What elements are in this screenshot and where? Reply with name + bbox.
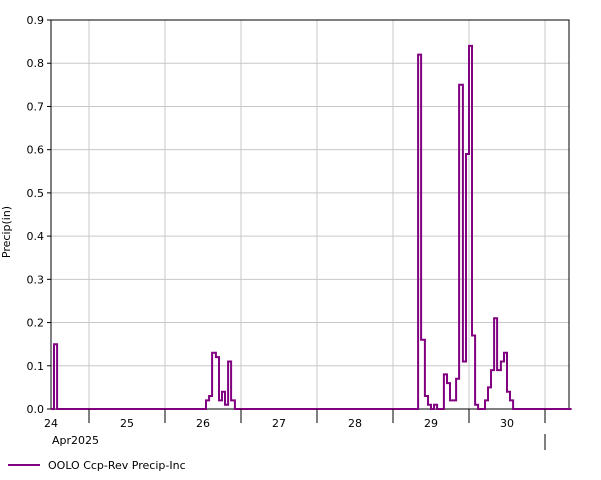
y-axis-label: Precip(in)	[0, 206, 13, 258]
x-tick-label: 28	[348, 417, 362, 430]
y-tick-label: 0.2	[27, 317, 45, 330]
x-tick-label: 30	[500, 417, 514, 430]
y-tick-label: 0.1	[27, 360, 45, 373]
y-tick-label: 0.0	[27, 403, 45, 416]
legend-line-swatch	[8, 464, 40, 466]
y-tick-label: 0.7	[27, 100, 45, 113]
x-axis-month-label: Apr2025	[52, 434, 99, 447]
y-tick-label: 0.6	[27, 144, 45, 157]
y-axis-ticks: 0.0 0.1 0.2 0.3 0.4 0.5 0.6 0.7 0.8 0.9	[27, 14, 51, 416]
x-tick-label: 29	[424, 417, 438, 430]
x-tick-label: 24	[44, 417, 58, 430]
y-tick-label: 0.8	[27, 57, 45, 70]
y-tick-label: 0.9	[27, 14, 45, 27]
x-axis-ticks: 24 25 26 27 28 29 30	[44, 409, 546, 430]
plot-area-frame	[50, 19, 570, 410]
x-tick-label: 26	[196, 417, 210, 430]
y-tick-label: 0.5	[27, 187, 45, 200]
x-tick-label: 25	[120, 417, 134, 430]
legend-series-name: OOLO Ccp-Rev Precip-Inc	[48, 458, 186, 472]
chart-grid	[51, 19, 569, 410]
x-tick-label: 27	[272, 417, 286, 430]
y-tick-label: 0.3	[27, 273, 45, 286]
chart-legend: OOLO Ccp-Rev Precip-Inc	[8, 456, 186, 474]
series-step-line	[51, 44, 572, 410]
y-tick-label: 0.4	[27, 230, 45, 243]
